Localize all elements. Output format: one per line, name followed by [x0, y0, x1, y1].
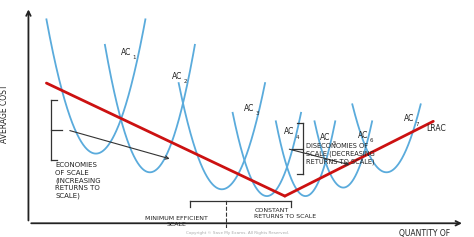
Text: 4: 4 — [296, 135, 299, 140]
Text: MINIMUM EFFICIENT
SCALE: MINIMUM EFFICIENT SCALE — [146, 216, 208, 227]
Text: 2: 2 — [184, 79, 188, 84]
Text: 6: 6 — [369, 138, 373, 143]
Text: AC: AC — [121, 48, 131, 57]
Text: AC: AC — [320, 133, 331, 142]
Text: CONSTANT
RETURNS TO SCALE: CONSTANT RETURNS TO SCALE — [254, 208, 316, 219]
Text: LRAC: LRAC — [426, 124, 446, 133]
Text: AC: AC — [173, 72, 183, 81]
Text: AVERAGE COST: AVERAGE COST — [0, 85, 9, 143]
Text: AC: AC — [403, 114, 414, 123]
Text: AC: AC — [244, 104, 254, 113]
Text: 1: 1 — [132, 55, 136, 60]
Text: AC: AC — [358, 131, 368, 140]
Text: DISECONOMIES OF
SCALE (DECREASING
RETURNS TO SCALE): DISECONOMIES OF SCALE (DECREASING RETURN… — [306, 143, 374, 164]
Text: 5: 5 — [332, 141, 336, 146]
Text: Copyright © Save My Exams. All Rights Reserved.: Copyright © Save My Exams. All Rights Re… — [185, 231, 289, 235]
Text: 7: 7 — [415, 122, 419, 127]
Text: AC: AC — [284, 127, 294, 136]
Text: ECONOMIES
OF SCALE
(INCREASING
RETURNS TO
SCALE): ECONOMIES OF SCALE (INCREASING RETURNS T… — [55, 162, 101, 199]
Text: 3: 3 — [255, 111, 259, 116]
Text: QUANTITY OF
OUTPUT: QUANTITY OF OUTPUT — [399, 229, 450, 237]
